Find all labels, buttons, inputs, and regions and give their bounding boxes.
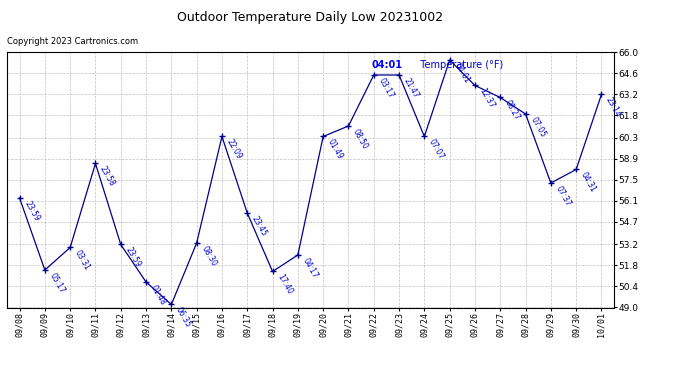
Text: 22:09: 22:09 bbox=[225, 138, 244, 161]
Text: 23:45: 23:45 bbox=[250, 214, 269, 238]
Text: 08:30: 08:30 bbox=[199, 244, 218, 268]
Text: 04:01: 04:01 bbox=[453, 62, 471, 85]
Text: Temperature (°F): Temperature (°F) bbox=[414, 60, 503, 70]
Text: 05:17: 05:17 bbox=[48, 272, 66, 295]
Text: 04:17: 04:17 bbox=[301, 256, 319, 280]
Text: 08:50: 08:50 bbox=[351, 128, 370, 151]
Text: 01:49: 01:49 bbox=[326, 138, 345, 161]
Text: 08:27: 08:27 bbox=[503, 99, 522, 122]
Text: 03:17: 03:17 bbox=[377, 76, 395, 100]
Text: 06:35: 06:35 bbox=[174, 306, 193, 330]
Text: 12:37: 12:37 bbox=[477, 87, 496, 110]
Text: 01:48: 01:48 bbox=[149, 284, 168, 307]
Text: 17:40: 17:40 bbox=[275, 273, 294, 296]
Text: 03:31: 03:31 bbox=[73, 249, 92, 272]
Text: 04:01: 04:01 bbox=[371, 60, 402, 70]
Text: 21:47: 21:47 bbox=[402, 76, 420, 100]
Text: 23:14: 23:14 bbox=[604, 96, 623, 119]
Text: 04:31: 04:31 bbox=[579, 171, 598, 194]
Text: 23:59: 23:59 bbox=[124, 246, 142, 269]
Text: Copyright 2023 Cartronics.com: Copyright 2023 Cartronics.com bbox=[7, 38, 138, 46]
Text: 23:59: 23:59 bbox=[22, 200, 41, 223]
Text: Outdoor Temperature Daily Low 20231002: Outdoor Temperature Daily Low 20231002 bbox=[177, 11, 444, 24]
Text: 07:07: 07:07 bbox=[427, 138, 446, 162]
Text: 23:58: 23:58 bbox=[98, 165, 117, 188]
Text: 07:05: 07:05 bbox=[529, 116, 547, 139]
Text: 07:37: 07:37 bbox=[553, 184, 573, 208]
